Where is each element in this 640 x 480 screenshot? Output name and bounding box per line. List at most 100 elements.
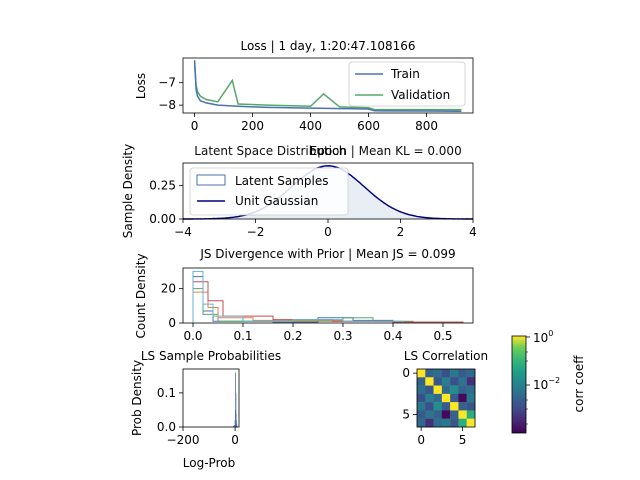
corr-cell (433, 418, 443, 428)
latent-title: Latent Space Distribution | Mean KL = 0.… (194, 144, 461, 158)
loss-ytick-label: −8 (158, 98, 176, 112)
prob-bar (233, 425, 235, 427)
loss-xtick-label: 0 (191, 119, 199, 133)
loss-xtick-label: 400 (299, 119, 322, 133)
corr-cell (458, 402, 467, 411)
loss-xtick-label: 800 (415, 119, 438, 133)
colorbar-minor-ticks (526, 351, 528, 425)
corr-cell (433, 393, 443, 403)
js-panel: JS Divergence with Prior | Mean JS = 0.0… (134, 247, 474, 343)
js-ytick-label: 0 (168, 316, 176, 330)
legend-label-validation: Validation (391, 88, 450, 102)
corr-cell (458, 393, 467, 403)
corr-cell (441, 377, 451, 386)
corr-cell (450, 385, 459, 395)
legend-label-train: Train (390, 67, 420, 81)
js-xtick-label: 0.2 (283, 329, 302, 343)
prob-panel: LS Sample Probabilities Prob Density Log… (130, 349, 281, 470)
corr-cell (433, 377, 443, 386)
corr-cell (417, 418, 426, 428)
js-ylabel: Count Density (134, 253, 148, 338)
corr-ytick-label: 0 (402, 366, 410, 380)
prob-bar (233, 426, 234, 427)
loss-ylabel: Loss (134, 73, 148, 99)
loss-panel: Loss | 1 day, 1:20:47.108166 Loss Epoch … (134, 39, 474, 158)
corr-cell (458, 377, 467, 386)
loss-legend: Train Validation (348, 61, 466, 107)
latent-ytick-label: 0.00 (149, 212, 176, 226)
corr-cell (433, 385, 443, 395)
corr-cell (417, 385, 426, 395)
prob-title: LS Sample Probabilities (141, 349, 281, 363)
latent-panel: Latent Space Distribution | Mean KL = 0.… (121, 144, 477, 239)
loss-series-line-1 (193, 64, 462, 111)
corr-cell (466, 385, 476, 395)
corr-cell (417, 410, 426, 419)
prob-xtick-label: 0 (231, 433, 239, 447)
loss-ytick-label: −7 (158, 76, 176, 90)
corr-cell (417, 377, 426, 386)
legend-label-latent-samples: Latent Samples (235, 174, 329, 188)
corr-cell (450, 418, 459, 428)
latent-xtick-label: −4 (174, 225, 192, 239)
corr-cell (441, 402, 451, 411)
js-histogram-step-3 (192, 281, 464, 323)
corr-ytick-label: 5 (402, 408, 410, 422)
corr-cell (450, 402, 459, 411)
colorbar-label: corr coeff (572, 355, 586, 413)
corr-cell (417, 393, 426, 403)
corr-cell (450, 393, 459, 403)
colorbar: 100 10−2 corr coeff (511, 329, 586, 434)
loss-xtick-label: 200 (241, 119, 264, 133)
prob-ytick-label: 0.0 (157, 420, 176, 434)
loss-series-line-0 (193, 60, 462, 112)
colorbar-tick-label-0: 100 (533, 329, 553, 345)
corr-cell (458, 410, 467, 419)
loss-xtick-label: 600 (357, 119, 380, 133)
corr-cell (417, 369, 426, 378)
js-xtick-label: 0.3 (333, 329, 352, 343)
corr-cell (466, 418, 476, 428)
prob-bar (235, 392, 237, 427)
legend-label-unit-gaussian: Unit Gaussian (235, 194, 318, 208)
latent-xtick-label: 4 (469, 225, 477, 239)
corr-xtick-label: 5 (459, 433, 467, 447)
corr-cell (466, 410, 476, 419)
js-ytick-label: 20 (161, 282, 176, 296)
corr-cell (425, 377, 434, 386)
js-histogram-step-4 (192, 270, 404, 323)
corr-cell (425, 369, 434, 378)
latent-legend-box (189, 167, 349, 216)
corr-cell (417, 402, 426, 411)
legend-swatch-latent-samples (196, 174, 226, 186)
corr-cell (450, 410, 459, 419)
prob-ytick-label: 0.1 (157, 386, 176, 400)
js-histogram-step-2 (192, 291, 464, 323)
latent-xtick-label: −2 (247, 225, 265, 239)
corr-cell (466, 369, 476, 378)
latent-legend: Latent Samples Unit Gaussian (189, 167, 349, 216)
corr-cell (466, 393, 476, 403)
corr-cell (450, 377, 459, 386)
corr-cell (458, 418, 467, 428)
latent-ylabel: Sample Density (121, 144, 135, 238)
unit-gaussian-curve (183, 165, 473, 220)
corr-xtick-label: 0 (417, 433, 425, 447)
corr-cell (425, 410, 434, 419)
corr-cell (458, 385, 467, 395)
prob-bar (236, 423, 238, 427)
latent-xtick-label: 2 (397, 225, 405, 239)
corr-cell (433, 410, 443, 419)
js-title: JS Divergence with Prior | Mean JS = 0.0… (199, 247, 455, 261)
js-axes-frame (182, 267, 474, 324)
corr-cell (441, 369, 451, 378)
corr-cell (466, 377, 476, 386)
corr-cell (433, 369, 443, 378)
corr-cell (425, 402, 434, 411)
loss-title: Loss | 1 day, 1:20:47.108166 (240, 39, 415, 53)
corr-cell (458, 369, 467, 378)
js-xtick-label: 0.0 (183, 329, 202, 343)
colorbar-tick-label-1: 10−2 (533, 376, 560, 392)
